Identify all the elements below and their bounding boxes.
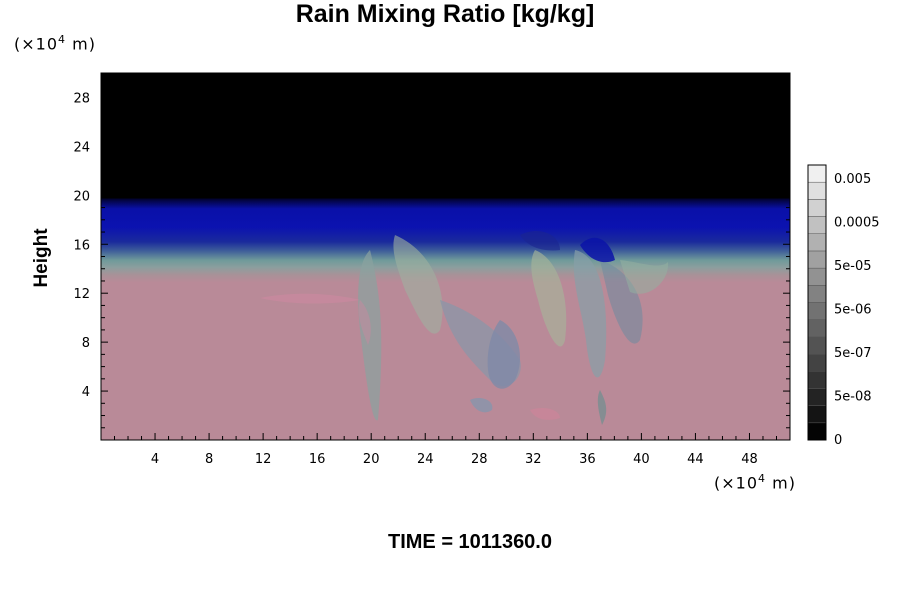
colorbar-level: [807, 405, 827, 424]
colorbar-level: [807, 302, 827, 320]
plume-shape-9: [530, 407, 560, 420]
x-tick-label: 24: [417, 452, 434, 467]
y-axis-unit: (×104 m): [14, 33, 96, 54]
x-tick-label: 48: [741, 452, 758, 467]
x-tick-label: 16: [309, 452, 326, 467]
x-axis-unit: (×104 m): [714, 472, 796, 493]
field-layers: [101, 73, 790, 440]
plume-shape-13: [580, 237, 615, 263]
y-tick-label: 16: [73, 238, 90, 253]
plume-shape-4: [470, 398, 493, 413]
time-label: TIME = 1011360.0: [387, 531, 552, 553]
y-tick-label: 28: [73, 91, 90, 106]
colorbar-label: 0: [834, 433, 842, 448]
colorbar-label: 0.005: [834, 172, 871, 187]
colorbar-level: [807, 319, 827, 338]
x-tick-label: 28: [471, 452, 488, 467]
colorbar-level: [807, 199, 827, 217]
x-tick-label: 44: [687, 452, 704, 467]
x-tick-label: 32: [525, 452, 542, 467]
x-tick-label: 8: [205, 452, 213, 467]
plume-shape-1: [393, 235, 443, 334]
colorbar-level: [807, 422, 827, 441]
colorbar-level: [807, 388, 827, 406]
colorbar-level: [807, 250, 827, 269]
colorbar-label: 5e-08: [834, 390, 872, 405]
field-background: [101, 73, 790, 440]
plume-shape-11: [358, 300, 371, 345]
chart-title: Rain Mixing Ratio [kg/kg]: [295, 0, 595, 28]
colorbar-level: [807, 371, 827, 389]
plume-shape-14: [520, 230, 560, 251]
y-tick-label: 24: [73, 140, 90, 155]
colorbar-level: [807, 216, 827, 234]
plume-shape-6: [573, 250, 607, 378]
colorbar-label: 5e-05: [834, 259, 872, 274]
colorbar-level: [807, 285, 827, 303]
colorbar-level: [807, 336, 827, 355]
colorbar-frame: [807, 164, 827, 441]
x-tick-label: 40: [633, 452, 650, 467]
x-tick-label: 4: [151, 452, 159, 467]
colorbar-level: [807, 181, 827, 200]
colorbar-level: [807, 353, 827, 372]
colorbar: 0.005 0.0005 5e-05 5e-06 5e-07 5e-08 0: [807, 164, 880, 448]
x-tick-label: 36: [579, 452, 596, 467]
plume-shape-8: [620, 260, 669, 294]
colorbar-label: 0.0005: [834, 216, 880, 231]
y-tick-label: 20: [73, 189, 90, 204]
colorbar-label: 5e-07: [834, 346, 872, 361]
y-tick-label: 12: [73, 287, 90, 302]
convective-plumes: [260, 230, 669, 425]
y-tick-label: 4: [82, 385, 90, 400]
x-tick-label: 12: [255, 452, 272, 467]
x-axis-ticks: 4 8 12 16 20 24 28 32 36 40 44 48: [114, 73, 777, 467]
y-tick-label: 8: [82, 336, 90, 351]
colorbar-level: [807, 233, 827, 252]
colorbar-level: [807, 267, 827, 286]
colorbar-level: [807, 164, 827, 183]
plume-shape-12: [260, 293, 360, 304]
colorbar-label: 5e-06: [834, 303, 872, 318]
x-tick-label: 20: [363, 452, 380, 467]
plume-shape-5: [531, 250, 567, 347]
plume-shape-3: [487, 320, 520, 389]
plume-shape-7: [600, 260, 643, 344]
plume-shape-10: [597, 390, 607, 425]
y-axis-ticks: 4 8 12 16 20 24 28: [73, 84, 790, 429]
